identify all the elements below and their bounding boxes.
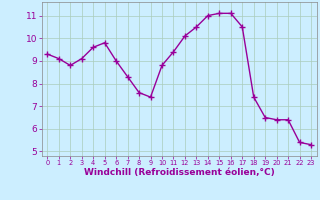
X-axis label: Windchill (Refroidissement éolien,°C): Windchill (Refroidissement éolien,°C) (84, 168, 275, 177)
